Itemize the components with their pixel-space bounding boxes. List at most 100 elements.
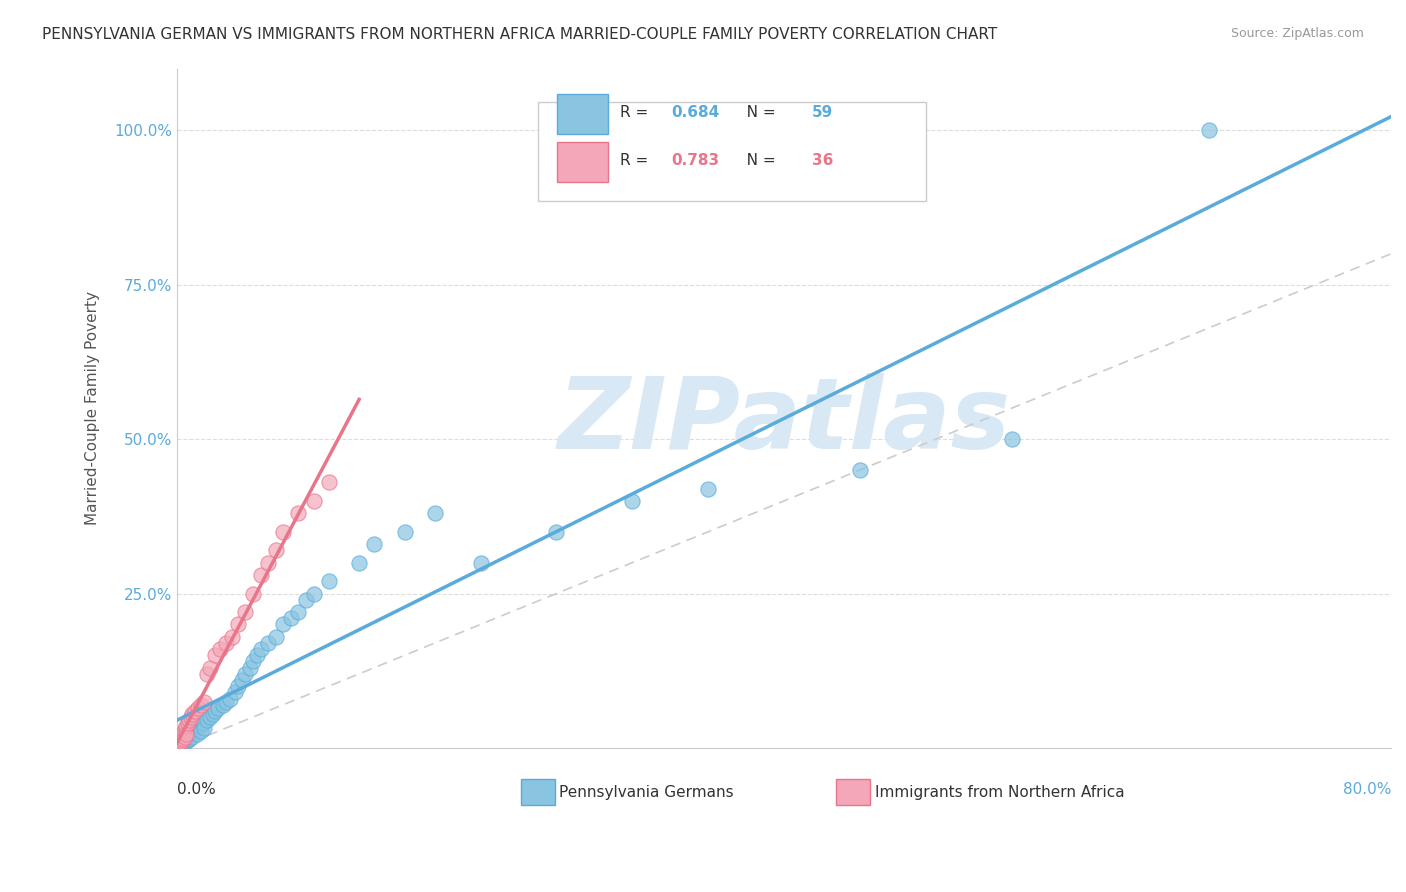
Point	[302, 586, 325, 600]
Point	[169, 739, 191, 753]
FancyBboxPatch shape	[837, 780, 870, 805]
Point	[179, 713, 201, 727]
Point	[214, 695, 236, 709]
Text: R =: R =	[620, 153, 654, 168]
Point	[176, 729, 198, 743]
Text: 59: 59	[811, 105, 834, 120]
Point	[174, 727, 197, 741]
Point	[257, 556, 280, 570]
Point	[302, 494, 325, 508]
Point	[200, 710, 222, 724]
Point	[207, 700, 229, 714]
Point	[179, 731, 201, 746]
Point	[172, 737, 194, 751]
Point	[173, 723, 195, 737]
Point	[180, 725, 202, 739]
Point	[180, 710, 202, 724]
FancyBboxPatch shape	[557, 142, 607, 182]
Point	[226, 679, 249, 693]
Point	[287, 506, 309, 520]
Point	[295, 592, 318, 607]
Point	[181, 706, 204, 721]
Point	[214, 636, 236, 650]
Point	[188, 719, 211, 733]
Point	[169, 736, 191, 750]
Text: R =: R =	[620, 105, 654, 120]
Point	[697, 482, 720, 496]
Point	[849, 463, 872, 477]
Text: 0.783: 0.783	[671, 153, 720, 168]
Point	[264, 630, 287, 644]
Point	[204, 648, 226, 663]
Point	[233, 605, 256, 619]
Point	[280, 611, 302, 625]
Text: 36: 36	[811, 153, 834, 168]
Text: 0.684: 0.684	[671, 105, 720, 120]
Point	[1198, 123, 1220, 137]
Point	[167, 735, 190, 749]
Point	[181, 730, 204, 744]
Point	[470, 556, 492, 570]
Point	[257, 636, 280, 650]
Point	[174, 730, 197, 744]
Point	[184, 704, 207, 718]
Point	[176, 716, 198, 731]
Point	[187, 700, 209, 714]
Text: Source: ZipAtlas.com: Source: ZipAtlas.com	[1230, 27, 1364, 40]
Point	[204, 704, 226, 718]
Point	[347, 556, 370, 570]
Point	[173, 731, 195, 746]
Point	[197, 666, 219, 681]
Point	[1001, 432, 1024, 446]
Point	[202, 706, 225, 721]
Point	[231, 673, 253, 687]
Point	[239, 660, 262, 674]
Point	[242, 586, 264, 600]
Text: PENNSYLVANIA GERMAN VS IMMIGRANTS FROM NORTHERN AFRICA MARRIED-COUPLE FAMILY POV: PENNSYLVANIA GERMAN VS IMMIGRANTS FROM N…	[42, 27, 997, 42]
Point	[170, 733, 193, 747]
Point	[249, 568, 271, 582]
Point	[173, 730, 195, 744]
Point	[208, 642, 231, 657]
Point	[176, 733, 198, 747]
Y-axis label: Married-Couple Family Poverty: Married-Couple Family Poverty	[86, 291, 100, 525]
Point	[264, 543, 287, 558]
Point	[219, 691, 242, 706]
Point	[181, 723, 204, 738]
Point	[621, 494, 644, 508]
Point	[190, 723, 212, 738]
FancyBboxPatch shape	[537, 103, 927, 201]
Point	[167, 738, 190, 752]
Text: ZIPatlas: ZIPatlas	[557, 374, 1011, 470]
Text: N =: N =	[733, 153, 780, 168]
Point	[167, 738, 190, 752]
Point	[271, 524, 294, 539]
Point	[172, 733, 194, 747]
Text: Immigrants from Northern Africa: Immigrants from Northern Africa	[875, 785, 1125, 799]
Point	[184, 723, 207, 737]
Point	[546, 524, 568, 539]
FancyBboxPatch shape	[557, 95, 607, 135]
Point	[233, 666, 256, 681]
Point	[423, 506, 446, 520]
Point	[226, 617, 249, 632]
Text: 80.0%: 80.0%	[1343, 782, 1391, 797]
Point	[172, 731, 194, 746]
Point	[190, 698, 212, 712]
Point	[173, 735, 195, 749]
Point	[174, 734, 197, 748]
Point	[169, 731, 191, 746]
Point	[170, 737, 193, 751]
Point	[193, 695, 215, 709]
Point	[172, 725, 194, 739]
Point	[318, 475, 340, 490]
Point	[224, 685, 246, 699]
Point	[186, 727, 208, 741]
Point	[197, 713, 219, 727]
Point	[170, 735, 193, 749]
Point	[363, 537, 385, 551]
Text: 0.0%: 0.0%	[177, 782, 215, 797]
Point	[249, 642, 271, 657]
Point	[271, 617, 294, 632]
Point	[287, 605, 309, 619]
